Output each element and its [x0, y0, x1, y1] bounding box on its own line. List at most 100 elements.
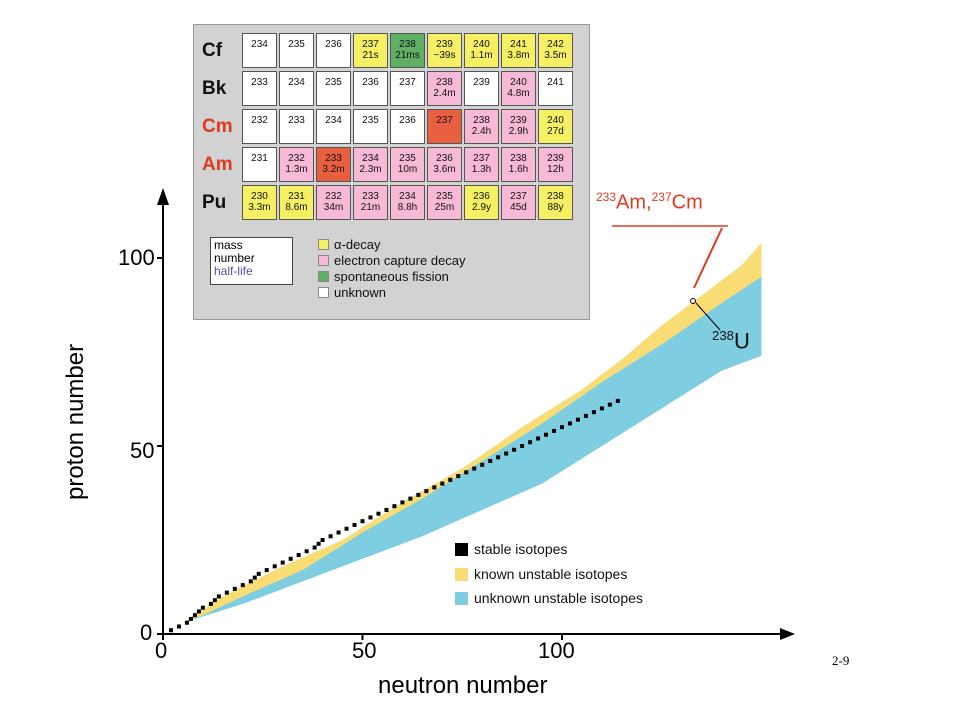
isotope-cell: 233 3.2m: [316, 147, 351, 182]
stable-isotope-point: [320, 538, 325, 542]
stable-isotope-point: [488, 459, 493, 464]
inset-key-box: mass number half-life: [210, 237, 293, 285]
stable-isotope-point: [196, 609, 201, 614]
stable-isotope-point: [360, 519, 365, 524]
x-tick-0: 0: [155, 638, 168, 663]
stable-isotope-point: [264, 568, 269, 573]
isotope-cell: 235 10m: [390, 147, 425, 182]
isotope-cell: 231: [242, 147, 277, 182]
stable-isotope-point: [607, 402, 612, 407]
isotope-cell: 236: [353, 71, 388, 106]
inset-legend-swatch: [318, 239, 329, 250]
stable-isotope-point: [536, 436, 541, 441]
isotope-cell: 234: [242, 33, 277, 68]
isotope-cell: 236: [316, 33, 351, 68]
element-label-cm: Cm: [202, 116, 233, 137]
isotope-cell: 232 1.3m: [279, 147, 314, 182]
isotope-cell: 234 2.3m: [353, 147, 388, 182]
isotope-cell: 237 1.3h: [464, 147, 499, 182]
stable-isotope-point: [316, 541, 321, 546]
inset-legend-swatch: [318, 271, 329, 282]
key-line: number: [214, 251, 255, 265]
stable-isotope-point: [200, 605, 205, 610]
stable-isotope-point: [544, 432, 549, 437]
isotope-cell: 234 8.8h: [390, 185, 425, 220]
legend-unknown: unknown unstable isotopes: [474, 590, 643, 606]
stable-isotope-point: [336, 530, 341, 535]
stable-isotope-point: [328, 534, 333, 539]
isotope-cell: 236 3.6m: [427, 147, 462, 182]
inset-legend-label: α-decay: [334, 237, 381, 252]
stable-isotope-point: [344, 526, 349, 531]
x-tick-50: 50: [352, 638, 377, 663]
isotope-cell: 237: [390, 71, 425, 106]
stable-isotope-point: [440, 481, 445, 486]
stable-isotope-point: [480, 462, 485, 467]
stable-isotope-point: [168, 628, 173, 633]
stable-isotope-point: [232, 586, 237, 591]
annotation-lines: [612, 225, 728, 331]
stable-isotope-point: [512, 447, 517, 452]
isotope-cell: 235: [279, 33, 314, 68]
stable-isotope-point: [448, 477, 453, 482]
inset-legend-label: spontaneous fission: [334, 269, 449, 284]
y-tick-50: 50: [130, 438, 155, 463]
isotope-cell: 239 2.9h: [501, 109, 536, 144]
stable-isotope-point: [456, 474, 461, 479]
isotope-cell: 232: [242, 109, 277, 144]
stable-isotope-point: [224, 590, 229, 595]
axes: [157, 188, 795, 640]
isotope-cell: 239 12h: [538, 147, 573, 182]
isotope-cell: 233 21m: [353, 185, 388, 220]
am-cm-pointer: [693, 227, 723, 289]
stable-isotope-point: [464, 470, 469, 475]
stable-isotope-point: [352, 522, 357, 527]
stable-isotope-point: [583, 413, 588, 418]
isotope-cell: 242 3.5m: [538, 33, 573, 68]
legend-swatch-stable: [455, 543, 468, 556]
stable-isotope-point: [256, 571, 261, 576]
isotope-cell: 237 21s: [353, 33, 388, 68]
isotope-cell: 235: [316, 71, 351, 106]
y-axis-arrow: [157, 188, 169, 205]
inset-legend-label: electron capture decay: [334, 253, 466, 268]
u238-marker: [690, 298, 696, 304]
stable-isotope-point: [552, 428, 557, 433]
isotope-cell: 234: [316, 109, 351, 144]
isotope-cell: 232 34m: [316, 185, 351, 220]
stable-isotope-point: [208, 601, 213, 606]
inset-legend-label: unknown: [334, 285, 387, 300]
u238-pointer: [695, 302, 721, 331]
y-axis-label: proton number: [62, 343, 89, 500]
isotope-cell: 235: [353, 109, 388, 144]
isotope-cell: 238 2.4h: [464, 109, 499, 144]
stable-isotope-point: [432, 485, 437, 490]
element-label-pu: Pu: [202, 192, 227, 213]
stable-isotope-point: [520, 444, 525, 448]
u238-annotation: 238U: [712, 328, 750, 354]
element-label-am: Am: [202, 154, 233, 175]
stable-isotope-point: [560, 425, 564, 430]
slide-number: 2-9: [832, 653, 850, 668]
isotope-cell: 236: [390, 109, 425, 144]
isotope-cell: 239 ~39s: [427, 33, 462, 68]
isotope-cell: 240 1.1m: [464, 33, 499, 68]
stable-isotope-point: [368, 515, 373, 520]
x-axis-arrow: [780, 628, 795, 640]
stable-isotope-point: [408, 496, 413, 501]
element-label-bk: Bk: [202, 78, 227, 99]
stable-isotope-point: [496, 455, 501, 460]
stable-isotope-point: [504, 451, 509, 456]
am-cm-annotation: 233Am,237Cm: [596, 190, 703, 214]
legend-swatch-known: [455, 568, 468, 581]
stable-isotope-point: [424, 489, 429, 494]
stable-isotope-point: [280, 560, 285, 565]
legend-stable: stable isotopes: [474, 541, 568, 557]
stable-isotope-point: [416, 492, 421, 497]
stable-isotope-point: [272, 564, 277, 569]
stable-isotope-point: [376, 511, 381, 516]
stable-isotope-point: [176, 624, 181, 629]
isotope-cell: 236 2.9y: [464, 185, 499, 220]
isotope-cell: 237 45d: [501, 185, 536, 220]
